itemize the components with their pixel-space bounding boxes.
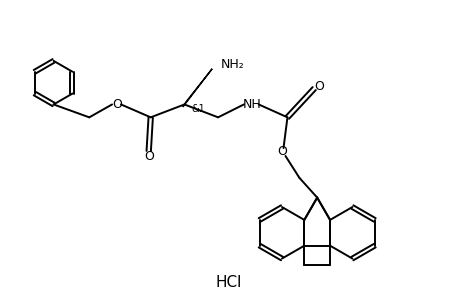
Text: HCl: HCl: [216, 275, 242, 290]
Text: NH: NH: [242, 98, 261, 111]
Text: O: O: [144, 151, 154, 164]
Text: O: O: [112, 98, 122, 111]
Polygon shape: [183, 69, 212, 107]
Text: &1: &1: [191, 104, 205, 114]
Text: NH₂: NH₂: [221, 58, 245, 71]
Text: O: O: [278, 144, 288, 157]
Text: O: O: [314, 80, 324, 93]
